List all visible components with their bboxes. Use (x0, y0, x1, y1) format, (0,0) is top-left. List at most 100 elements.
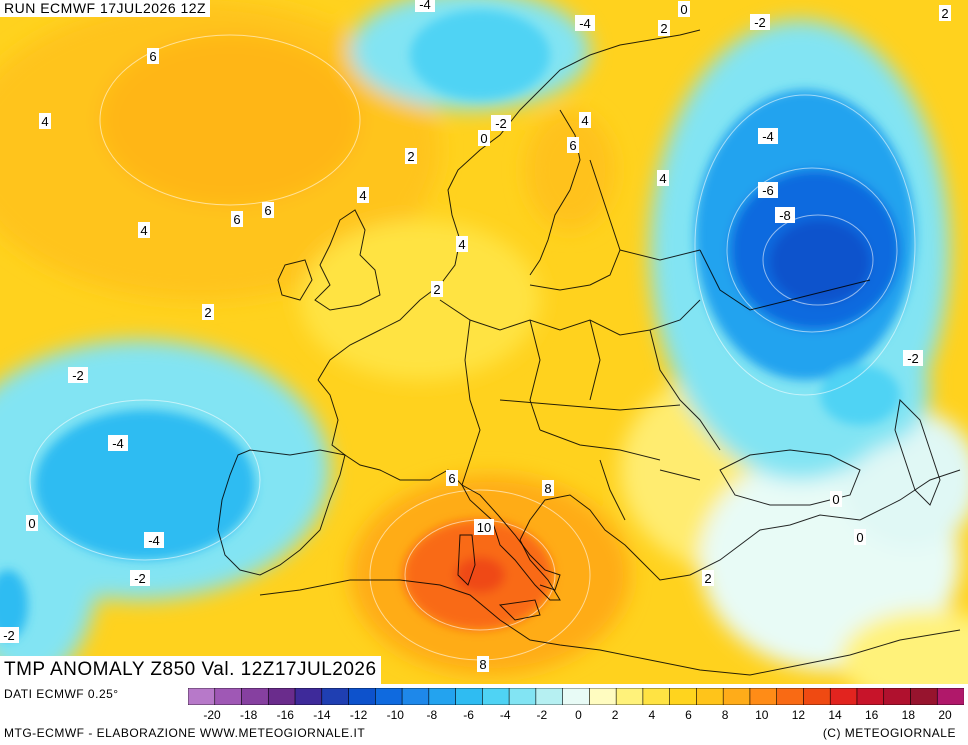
anomaly-area-plus12-mediterranean (455, 557, 505, 593)
contour-label: 0 (480, 131, 487, 146)
color-scale-swatch (348, 688, 376, 705)
color-scale-swatch (267, 688, 296, 705)
contour-label-box (39, 113, 51, 129)
contour-label: 6 (569, 138, 576, 153)
color-scale-swatch (936, 688, 964, 705)
contour-label: -2 (3, 628, 15, 643)
anomaly-area-plus6-scandinavia (525, 110, 615, 230)
contour-label-box (26, 515, 38, 531)
contour-label: 6 (264, 203, 271, 218)
contour-label-box (702, 570, 714, 586)
contour-label-box (939, 5, 951, 21)
contour-label-box (431, 281, 443, 297)
coastline-baltic (529, 159, 621, 291)
contour-label: 4 (359, 188, 366, 203)
contour-label-box (357, 187, 369, 203)
coastline-black-sea (719, 449, 861, 506)
color-scale-swatch (482, 688, 510, 705)
color-scale-swatch (508, 688, 537, 705)
contour-label: 4 (140, 223, 147, 238)
color-scale-swatch (722, 688, 751, 705)
contour-label: -2 (134, 571, 146, 586)
contour-label-box (456, 236, 468, 252)
isoline (99, 34, 361, 206)
contour-label-box (147, 48, 159, 64)
contour-label-box (108, 435, 128, 451)
isoline (29, 399, 261, 561)
contour-label: -2 (754, 15, 766, 30)
color-scale-swatch (214, 688, 243, 705)
credit-left: MTG-ECMWF - ELABORAZIONE WWW.METEOGIORNA… (4, 726, 366, 740)
color-scale-swatch (856, 688, 885, 705)
product-title: TMP ANOMALY Z850 Val. 12Z17JUL2026 (0, 656, 381, 684)
contour-label: -4 (419, 0, 431, 12)
color-scale-swatch (776, 688, 804, 705)
contour-label: 4 (659, 171, 666, 186)
contour-label: 2 (204, 305, 211, 320)
color-scale-tick-label: -16 (276, 708, 294, 722)
coastline-ireland (277, 259, 313, 301)
contour-label-box (658, 20, 670, 36)
color-scale-swatch (589, 688, 617, 705)
contour-label-box (903, 350, 923, 366)
color-scale-tick-label: -14 (313, 708, 331, 722)
color-scale-swatch (669, 688, 697, 705)
contour-label-box (657, 170, 669, 186)
contour-label-box (491, 115, 511, 131)
contour-label: -4 (762, 129, 774, 144)
color-scale-swatch (241, 688, 269, 705)
contour-label: -8 (779, 208, 791, 223)
contour-label: 4 (458, 237, 465, 252)
contour-label: -4 (148, 533, 160, 548)
coastline-iberia (217, 449, 346, 576)
contour-label-box (68, 367, 88, 383)
contour-label: -2 (72, 368, 84, 383)
color-scale-swatch (294, 688, 323, 705)
contour-label-box (579, 112, 591, 128)
contour-label-box (138, 222, 150, 238)
contour-label-box (202, 304, 214, 320)
contour-label-box (415, 0, 435, 12)
contour-label-box (678, 1, 690, 17)
contour-label: -2 (495, 116, 507, 131)
contour-label-box (750, 14, 770, 30)
color-scale-tick-label: -6 (463, 708, 474, 722)
coastline-north (317, 29, 701, 381)
contour-label-box (144, 532, 164, 548)
coastline-sardinia (457, 534, 476, 586)
color-scale-tick-label: 12 (791, 708, 806, 722)
color-scale-swatch (562, 688, 590, 705)
coastline-sicily (498, 599, 541, 621)
contour-label: 6 (149, 49, 156, 64)
contour-label: 8 (479, 657, 486, 672)
contour-label-box (474, 519, 494, 535)
color-scale-swatch (375, 688, 403, 705)
color-scale-swatch (535, 688, 564, 705)
contour-label-box (130, 570, 150, 586)
contour-label: -2 (907, 351, 919, 366)
color-scale-swatch (883, 688, 911, 705)
color-scale-tick-label: 8 (721, 708, 729, 722)
color-scale-tick-label: -4 (499, 708, 511, 722)
color-scale-swatch (910, 688, 938, 705)
contour-label-box (478, 130, 490, 146)
color-scale-swatch (455, 688, 483, 705)
country-borders (439, 249, 871, 521)
contour-label: 4 (41, 114, 48, 129)
color-scale-tick-label: -18 (239, 708, 258, 722)
credit-right: (C) METEOGIORNALE (822, 726, 956, 740)
anomaly-area-minus4-north (410, 10, 550, 100)
contour-label: 0 (680, 2, 687, 17)
contour-label: 2 (433, 282, 440, 297)
coastline-north-africa (259, 579, 961, 676)
contour-label: -4 (112, 436, 124, 451)
contour-label-box (542, 480, 554, 496)
contour-label-box (830, 491, 842, 507)
contour-label-box (477, 656, 489, 672)
color-scale-swatch (829, 688, 858, 705)
footer: DATI ECMWF 0.25° -20 -18 -16 -14 -12 -10 -8 -6-… (0, 684, 968, 745)
color-scale-swatch (642, 688, 671, 705)
contour-label-box (575, 15, 595, 31)
